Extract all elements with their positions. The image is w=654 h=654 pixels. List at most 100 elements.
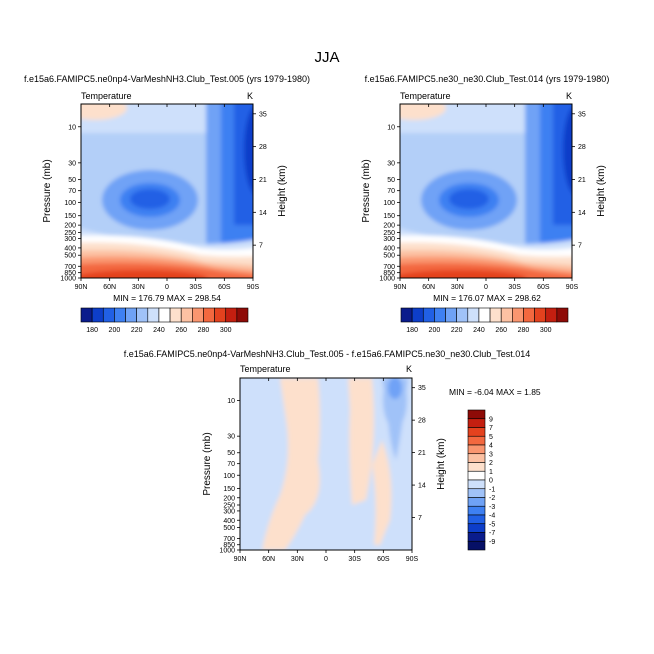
colorbar-swatch xyxy=(467,488,486,498)
y-tick-label: 500 xyxy=(223,525,235,532)
panel-diff-ylabel: Pressure (mb) xyxy=(202,432,213,495)
y-tick-label: 200 xyxy=(64,223,76,230)
colorbar-swatch xyxy=(411,307,424,323)
colorbar-swatch xyxy=(91,307,104,323)
y-tick-label: 250 xyxy=(64,230,76,237)
colorbar-label: 2 xyxy=(489,460,493,467)
x-tick-label: 30N xyxy=(132,284,145,291)
x-tick-label: 60N xyxy=(422,284,435,291)
colorbar-swatch xyxy=(534,307,547,323)
y-tick-label: 70 xyxy=(68,188,76,195)
panel-diff-units: K xyxy=(406,364,412,374)
colorbar-swatch xyxy=(467,505,486,516)
y-tick-label: 300 xyxy=(64,236,76,243)
colorbar-swatch xyxy=(180,307,193,323)
x-tick-label: 0 xyxy=(165,284,169,291)
colorbar-swatch xyxy=(158,307,171,323)
panel-diff-ylabel-right: Height (km) xyxy=(436,438,447,490)
panel-b-ylabel: Pressure (mb) xyxy=(361,159,372,222)
x-tick-label: 90S xyxy=(566,284,579,291)
height-tick-label: 21 xyxy=(418,450,426,457)
x-tick-label: 60S xyxy=(218,284,231,291)
colorbar-label: 200 xyxy=(109,327,121,334)
panel-difference: f.e15a6.FAMIPC5.ne0np4-VarMeshNH3.Club_T… xyxy=(124,349,541,563)
colorbar-label: 220 xyxy=(451,327,463,334)
height-tick-label: 14 xyxy=(578,210,586,217)
colorbar-label: 180 xyxy=(86,327,98,334)
y-tick-label: 10 xyxy=(68,124,76,131)
colorbar-label: -7 xyxy=(489,530,495,537)
height-tick-label: 28 xyxy=(418,418,426,425)
height-tick-label: 7 xyxy=(259,243,263,250)
y-tick-label: 50 xyxy=(227,450,235,457)
colorbar-label: 260 xyxy=(495,327,507,334)
colorbar-label: 220 xyxy=(131,327,143,334)
colorbar-swatch xyxy=(523,307,535,323)
colorbar-swatch xyxy=(467,427,486,437)
colorbar-label: 5 xyxy=(489,434,493,441)
y-tick-label: 250 xyxy=(383,230,395,237)
y-tick-label: 30 xyxy=(227,434,235,441)
colorbar-swatch xyxy=(467,532,486,542)
height-tick-label: 21 xyxy=(578,177,586,184)
x-tick-label: 90S xyxy=(406,556,419,563)
colorbar-swatch xyxy=(422,307,435,323)
colorbar-swatch xyxy=(445,307,457,323)
height-tick-label: 14 xyxy=(418,483,426,490)
colorbar-label: 240 xyxy=(153,327,165,334)
x-tick-label: 0 xyxy=(484,284,488,291)
y-tick-label: 400 xyxy=(64,245,76,252)
colorbar-swatch xyxy=(500,307,513,323)
y-tick-label: 200 xyxy=(223,495,235,502)
panel-model-b: f.e15a6.FAMIPC5.ne30_ne30.Club_Test.014 … xyxy=(361,74,609,303)
y-tick-label: 1000 xyxy=(60,276,76,283)
colorbar-swatch xyxy=(467,409,486,420)
y-tick-label: 100 xyxy=(64,200,76,207)
y-tick-label: 200 xyxy=(383,223,395,230)
height-tick-label: 7 xyxy=(578,243,582,250)
colorbar-swatch xyxy=(236,307,249,323)
panel-diff-title: f.e15a6.FAMIPC5.ne0np4-VarMeshNH3.Club_T… xyxy=(124,349,531,359)
panel-a-units: K xyxy=(247,91,253,101)
colorbar-swatch xyxy=(467,540,486,551)
colorbar-label: -4 xyxy=(489,513,495,520)
panel-diff-field xyxy=(240,378,412,550)
colorbar-swatch xyxy=(467,479,486,490)
colorbar-swatch xyxy=(556,307,569,323)
colorbar-label: 9 xyxy=(489,416,493,423)
height-tick-label: 21 xyxy=(259,177,267,184)
y-tick-label: 10 xyxy=(227,398,235,405)
x-tick-label: 90N xyxy=(234,556,247,563)
colorbar-label: 7 xyxy=(489,425,493,432)
colorbar-label: -3 xyxy=(489,504,495,511)
colorbar-label: 260 xyxy=(175,327,187,334)
panel-a-field xyxy=(81,104,253,278)
colorbar-swatch xyxy=(467,497,486,507)
colorbar-swatch xyxy=(478,307,491,323)
height-tick-label: 7 xyxy=(418,515,422,522)
height-tick-label: 28 xyxy=(578,144,586,151)
colorbar-swatch xyxy=(467,418,486,428)
y-tick-label: 100 xyxy=(383,200,395,207)
y-tick-label: 400 xyxy=(223,518,235,525)
colorbar-label: 300 xyxy=(220,327,232,334)
y-tick-label: 150 xyxy=(383,213,395,220)
y-tick-label: 700 xyxy=(223,536,235,543)
y-tick-label: 850 xyxy=(223,542,235,549)
colorbar-swatch xyxy=(203,307,215,323)
colorbar-swatch xyxy=(225,307,238,323)
y-tick-label: 700 xyxy=(383,264,395,271)
y-tick-label: 500 xyxy=(383,253,395,260)
y-tick-label: 300 xyxy=(223,508,235,515)
colorbar-swatch xyxy=(512,307,524,323)
colorbar-swatch xyxy=(80,307,93,323)
panel-b-units: K xyxy=(566,91,572,101)
colorbar-label: -9 xyxy=(489,539,495,546)
colorbar-swatch xyxy=(489,307,502,323)
x-tick-label: 30S xyxy=(508,284,521,291)
colorbar-swatch xyxy=(467,462,486,472)
panel-a-variable-label: Temperature xyxy=(81,91,132,101)
colorbar-label: 1 xyxy=(489,469,493,476)
colorbar-label: 0 xyxy=(489,478,493,485)
